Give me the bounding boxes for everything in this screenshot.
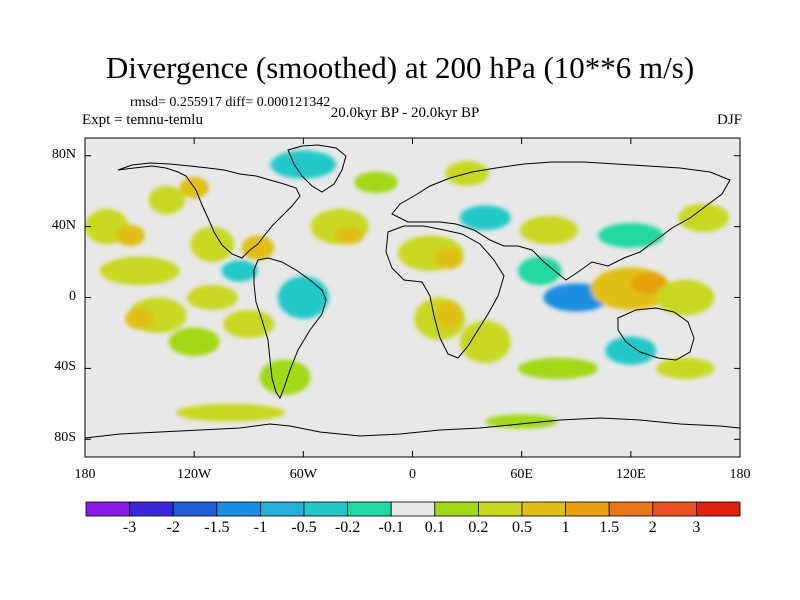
field-blob: [259, 359, 311, 395]
colorbar-label: -0.2: [334, 519, 361, 536]
lat-tick-label: 80S: [54, 430, 76, 446]
field-blob: [656, 357, 715, 380]
field-blob: [459, 320, 511, 364]
colorbar-swatch: [696, 501, 741, 517]
colorbar-label: 2: [648, 519, 657, 536]
lon-tick-label: 60E: [510, 467, 533, 482]
field-blob: [125, 308, 155, 330]
coast-africa: [385, 225, 505, 359]
colorbar-swatch: [303, 501, 348, 517]
field-blob: [277, 276, 329, 319]
lat-tick-label: 0: [69, 288, 76, 304]
field-blob: [186, 285, 238, 310]
period-label: 20.0kyr BP - 20.0kyr BP: [330, 105, 480, 121]
field-blob: [630, 272, 668, 294]
coastlines: [85, 144, 740, 439]
colorbar-label: -0.5: [291, 519, 317, 536]
field-blob: [485, 414, 559, 429]
colorbar-swatch: [477, 501, 523, 517]
field-blob: [518, 256, 562, 286]
field-blob: [459, 205, 511, 231]
field-blob: [241, 235, 275, 261]
field-blob: [99, 256, 180, 286]
lat-tick-label: 80N: [51, 146, 76, 162]
field-blob: [436, 301, 462, 330]
colorbar-label: -2: [166, 519, 180, 536]
lon-tick-label: 180: [74, 467, 96, 482]
colorbar-swatch: [347, 501, 392, 517]
field-blob: [605, 336, 657, 365]
field-blob: [518, 357, 599, 380]
lon-tick-label: 0: [409, 467, 416, 482]
colorbar-swatch: [521, 501, 566, 517]
colorbar-swatch: [259, 501, 305, 517]
coast-australia: [617, 307, 695, 361]
colorbar-label: 3: [692, 519, 701, 536]
coast-south-america: [253, 257, 327, 400]
lon-tick-label: 120W: [177, 467, 212, 482]
coast-north-america: [117, 162, 301, 259]
colorbar-swatch: [565, 501, 610, 517]
lon-tick-label: 60W: [289, 467, 317, 482]
colorbar-swatch: [129, 501, 174, 517]
colorbar-swatch: [608, 501, 654, 517]
colorbar-label: 1: [561, 519, 570, 536]
colorbar-label: -1.5: [204, 519, 230, 536]
field-blob: [221, 260, 258, 282]
experiment-label: Expt = temnu-temlu: [82, 112, 203, 128]
colorbar-label: 0.5: [512, 519, 532, 536]
field-blob: [270, 150, 337, 179]
field-blob: [598, 223, 664, 248]
axis-ticks: [84, 138, 741, 457]
field-blob: [334, 226, 364, 245]
colorbar-label: 0.2: [468, 519, 489, 536]
lat-tick-label: 40N: [51, 217, 76, 233]
season-label: DJF: [716, 112, 742, 128]
colorbar-swatch: [85, 501, 130, 517]
field-blob: [175, 403, 286, 422]
map-title: Divergence (smoothed) at 200 hPa (10**6 …: [105, 50, 695, 85]
divergence-field: [85, 150, 730, 429]
colorbar-swatch: [434, 501, 479, 517]
colorbar-label: -1: [253, 519, 268, 536]
coast-greenland: [287, 144, 347, 193]
field-blob: [434, 247, 464, 270]
lon-tick-label: 120E: [616, 467, 646, 482]
field-blob: [190, 226, 235, 263]
field-blob: [168, 327, 220, 356]
lon-tick-label: 180: [729, 467, 751, 482]
coast-antarctica: [85, 417, 740, 439]
field-blob: [656, 279, 715, 316]
colorbar-label: -3: [122, 519, 137, 536]
colorbar-swatch: [652, 501, 697, 517]
lat-tick-label: 40S: [54, 359, 76, 375]
colorbar-swatch: [390, 501, 436, 517]
coast-europe-asia: [391, 161, 731, 281]
colorbar: [85, 501, 741, 517]
field-blob: [115, 224, 146, 247]
field-blob: [678, 203, 730, 232]
colorbar-label: 0.1: [424, 519, 445, 536]
field-blob: [519, 215, 579, 245]
colorbar-label: 1.5: [599, 519, 620, 536]
colorbar-swatch: [216, 501, 261, 517]
field-blob: [354, 171, 398, 193]
colorbar-label: -0.1: [378, 519, 404, 536]
stats-line: rmsd= 0.255917 diff= 0.000121342: [130, 95, 331, 110]
colorbar-swatch: [172, 501, 218, 517]
field-blob: [148, 185, 186, 215]
